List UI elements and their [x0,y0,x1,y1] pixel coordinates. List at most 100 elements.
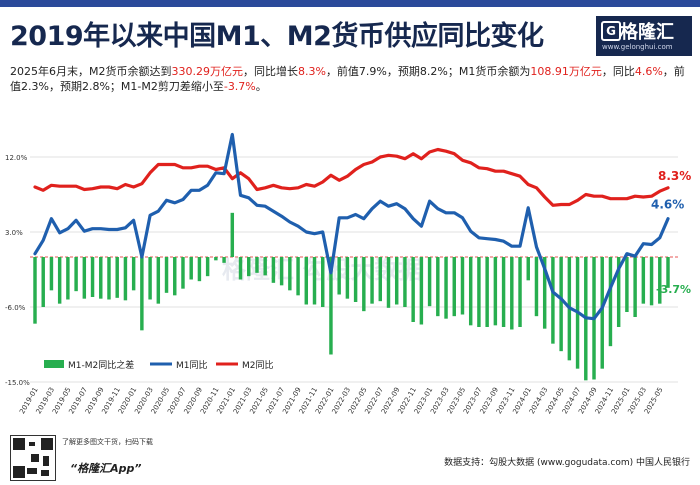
gap-bar [411,257,415,322]
gap-bar [279,257,284,286]
logo-name: 格隆汇 [620,22,674,43]
gap-bar [337,257,341,295]
qr-cell [27,468,37,474]
gap-bar [477,257,481,327]
gap-bar [616,257,621,327]
gap-bar [329,257,333,355]
gap-bar [33,257,37,324]
gap-bar [304,257,309,305]
gap-bar [436,257,440,317]
subtitle-part: ，同比增长 [242,65,298,78]
logo-url: www.gelonghui.com [602,43,673,51]
qr-cell [41,438,53,450]
gap-bar [559,257,563,352]
gap-bar [197,257,202,282]
gap-bar [230,212,235,257]
footer: 了解更多图文干货，扫码下载 “格隆汇App” 数据支持：勾股大数据 (www.g… [0,425,700,485]
gap-bar [542,257,547,329]
legend-swatch-gap [44,360,64,368]
gap-bar [181,257,185,289]
top-accent-bar [0,0,700,7]
m1-line [33,132,670,321]
subtitle-part: ，前值2.3%，预期2.8%；M1-M2剪刀差缩小至 [10,65,685,93]
gap-bar [99,257,103,299]
gap-bar [658,257,662,304]
gap-bar [173,257,177,296]
gap-bar [312,257,317,305]
gap-bar [501,257,506,327]
legend-label-m1: M1同比 [176,359,208,371]
gap-bar [403,257,407,307]
gap-bar [148,257,152,300]
app-name: “格隆汇App” [70,462,142,475]
gap-bar [608,257,613,347]
qr-cell [31,454,39,462]
gap-bar [247,257,251,277]
gap-bar [140,257,144,331]
gap-bar [633,257,637,317]
download-promo: 了解更多图文干货，扫码下载 [62,438,153,446]
gap-bar [534,257,539,317]
gap-bar [123,257,128,301]
gap-bar [362,257,366,312]
gap-bar [485,257,489,327]
m2-line [33,147,670,207]
subtitle-part: ，前值7.9%，预期8.2%；M1货币余额为 [325,65,531,78]
subtitle-part: 2025年6月末，M2货币余额达到 [10,65,172,78]
gap-bar [394,257,399,305]
gap-bar [74,257,78,292]
y-tick-label: 12.0% [5,154,28,162]
subtitle-part: 。 [255,80,267,93]
gap-bar [386,257,391,308]
gap-bar [468,257,473,326]
qr-cell [13,466,25,478]
gap-bar [666,257,670,288]
gap-bar [378,257,382,302]
gap-bar [353,257,358,302]
qr-cell [13,438,25,450]
gap-bar [345,257,350,299]
gap-bar [510,257,514,330]
qr-cell [41,470,49,476]
qr-code-icon[interactable] [10,435,56,481]
gap-bar [131,257,136,291]
gap-bar [518,257,522,327]
gap-bar [321,257,325,307]
gap-bar [222,257,226,263]
gap-bar [271,257,276,283]
gap-bar [57,257,62,304]
chart-area: 12.0%3.0%-6.0%-15.0%格隆汇 勾股大数据8.3%4.6%-3.… [5,132,691,415]
gap-bar [189,257,193,280]
chart-title: 2019年以来中国M1、M2货币供应同比变化 [10,21,544,52]
gap-bar [551,257,555,344]
gap-bar [460,257,465,315]
gap-bar [444,257,448,319]
subtitle-part: 4.6% [634,65,663,78]
y-tick-label: 3.0% [5,229,23,237]
gap-end-label: -3.7% [656,283,691,296]
gap-bar [66,257,70,300]
gap-bar [452,257,456,317]
data-source: 数据支持：勾股大数据 (www.gogudata.com) 中国人民银行 [444,458,690,468]
m2-end-label: 8.3% [658,169,691,183]
legend-label-gap: M1-M2同比之差 [68,359,134,371]
gelonghui-logo: G 格隆汇 www.gelonghui.com [596,16,692,56]
gap-bar [41,257,45,307]
gap-bar [115,257,119,298]
gap-bar [90,257,95,297]
gap-bar [238,257,243,280]
gap-bar [49,257,54,291]
subtitle-part: ，同比 [601,65,635,78]
y-tick-label: -6.0% [5,304,26,312]
gap-bar [600,257,604,369]
gap-bar [107,257,111,300]
gap-bar [296,257,300,296]
gap-bar [649,257,654,306]
gap-bar [205,257,210,277]
subtitle-part: 330.29万亿元 [171,65,243,78]
qr-cell [43,456,49,466]
subtitle-part: 108.91万亿元 [530,65,602,78]
gap-bar [263,257,267,276]
gap-bar [427,257,432,307]
gap-bar [82,257,87,299]
